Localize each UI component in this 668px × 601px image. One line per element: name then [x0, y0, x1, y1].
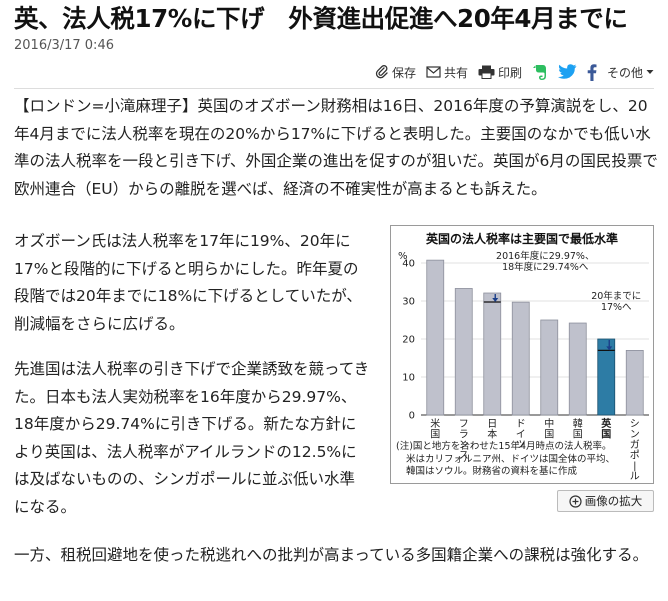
zoom-label: 画像の拡大 — [584, 494, 643, 508]
zoom-plus-icon — [569, 494, 582, 508]
print-label: 印刷 — [497, 65, 522, 80]
chart-note-line: (注)国と地方を合わせた15年4月時点の法人税率。 — [396, 441, 612, 452]
evernote-icon — [532, 64, 546, 80]
twitter-icon — [557, 64, 577, 79]
x-tick-label: 英国 — [600, 417, 612, 441]
clip-icon — [375, 65, 388, 79]
annotation-label: 20年までに 17%へ — [591, 290, 641, 313]
article-paragraph-4: 一方、租税回避地を使った税逃れへの批判が高まっている多国籍企業への課税は強化する… — [14, 546, 649, 564]
twitter-button[interactable] — [557, 64, 577, 80]
share-toolbar: 保存 共有 印刷 その他 — [375, 62, 654, 82]
x-tick-label: フランス — [459, 419, 469, 462]
y-tick-label: 40 — [402, 259, 415, 270]
chart-title: 英国の法人税率は主要国で最低水準 — [425, 232, 618, 246]
header-divider — [14, 88, 654, 89]
print-button[interactable]: 印刷 — [478, 64, 522, 81]
annotation-label: 2016年度に29.97%、 18年度に29.74%へ — [496, 250, 594, 273]
bar-0 — [426, 259, 445, 416]
save-button[interactable]: 保存 — [375, 64, 416, 81]
more-label: その他 — [606, 65, 643, 80]
y-tick-label: 0 — [409, 411, 415, 422]
bar-2 — [483, 292, 502, 416]
y-axis-unit: % — [398, 251, 408, 262]
chevron-down-icon — [646, 70, 654, 74]
chart-note: (注)国と地方を合わせた15年4月時点の法人税率。 米はカリフォルニア州、ドイツ… — [396, 441, 652, 479]
x-tick-label: 中国 — [544, 417, 554, 441]
bar-4 — [540, 319, 559, 416]
facebook-icon — [587, 63, 597, 81]
tax-rate-chart[interactable]: 英国の法人税率は主要国で最低水準 % 0 10 20 30 40 米国 フランス 日本 ドイツ 中国… — [390, 225, 654, 484]
share-button[interactable]: 共有 — [426, 64, 468, 81]
bar-1 — [454, 288, 473, 416]
mail-icon — [426, 66, 441, 78]
zoom-image-button[interactable]: 画像の拡大 — [557, 490, 654, 512]
article-paragraph-1: 【ロンドン=小滝麻理子】英国のオズボーン財務相は16日、2016年度の予算演説を… — [14, 97, 658, 198]
bar-6 — [597, 338, 616, 416]
facebook-button[interactable] — [587, 63, 597, 81]
annotation-arrow-head — [606, 346, 613, 351]
share-label: 共有 — [443, 65, 468, 80]
save-label: 保存 — [391, 65, 416, 80]
y-tick-label: 30 — [402, 297, 415, 308]
x-tick-label: シンガポ|ル — [630, 419, 640, 483]
x-tick-label: 米国 — [430, 417, 440, 441]
more-button[interactable]: その他 — [607, 64, 654, 81]
bar-7 — [625, 350, 644, 416]
chart-note-line: 韓国はソウル。財務省の資料を基に作成 — [406, 466, 578, 477]
y-tick-label: 10 — [402, 373, 415, 384]
bar-5 — [568, 322, 587, 416]
chart-note-line: 米はカリフォルニア州、ドイツは国全体の平均、 — [406, 453, 616, 465]
article-paragraph-3: 先進国は法人税率の引き下げで企業誘致を競ってきた。日本も法人実効税率を16年度か… — [14, 360, 370, 516]
x-tick-label: 日本 — [487, 419, 497, 441]
publish-date: 2016/3/17 0:46 — [14, 38, 114, 53]
evernote-button[interactable] — [532, 64, 548, 81]
article-headline: 英、法人税17%に下げ 外資進出促進へ20年4月までに — [14, 4, 628, 33]
x-tick-label: 韓国 — [573, 418, 583, 441]
bar-3 — [511, 301, 530, 416]
annotation-arrow-head — [492, 297, 499, 302]
y-tick-label: 20 — [402, 335, 415, 346]
article-paragraph-2: オズボーン氏は法人税率を17年に19%、20年に17%と段階的に下げると明らかに… — [14, 232, 362, 333]
x-tick-label: ドイツ — [516, 419, 526, 451]
printer-icon — [478, 65, 495, 79]
